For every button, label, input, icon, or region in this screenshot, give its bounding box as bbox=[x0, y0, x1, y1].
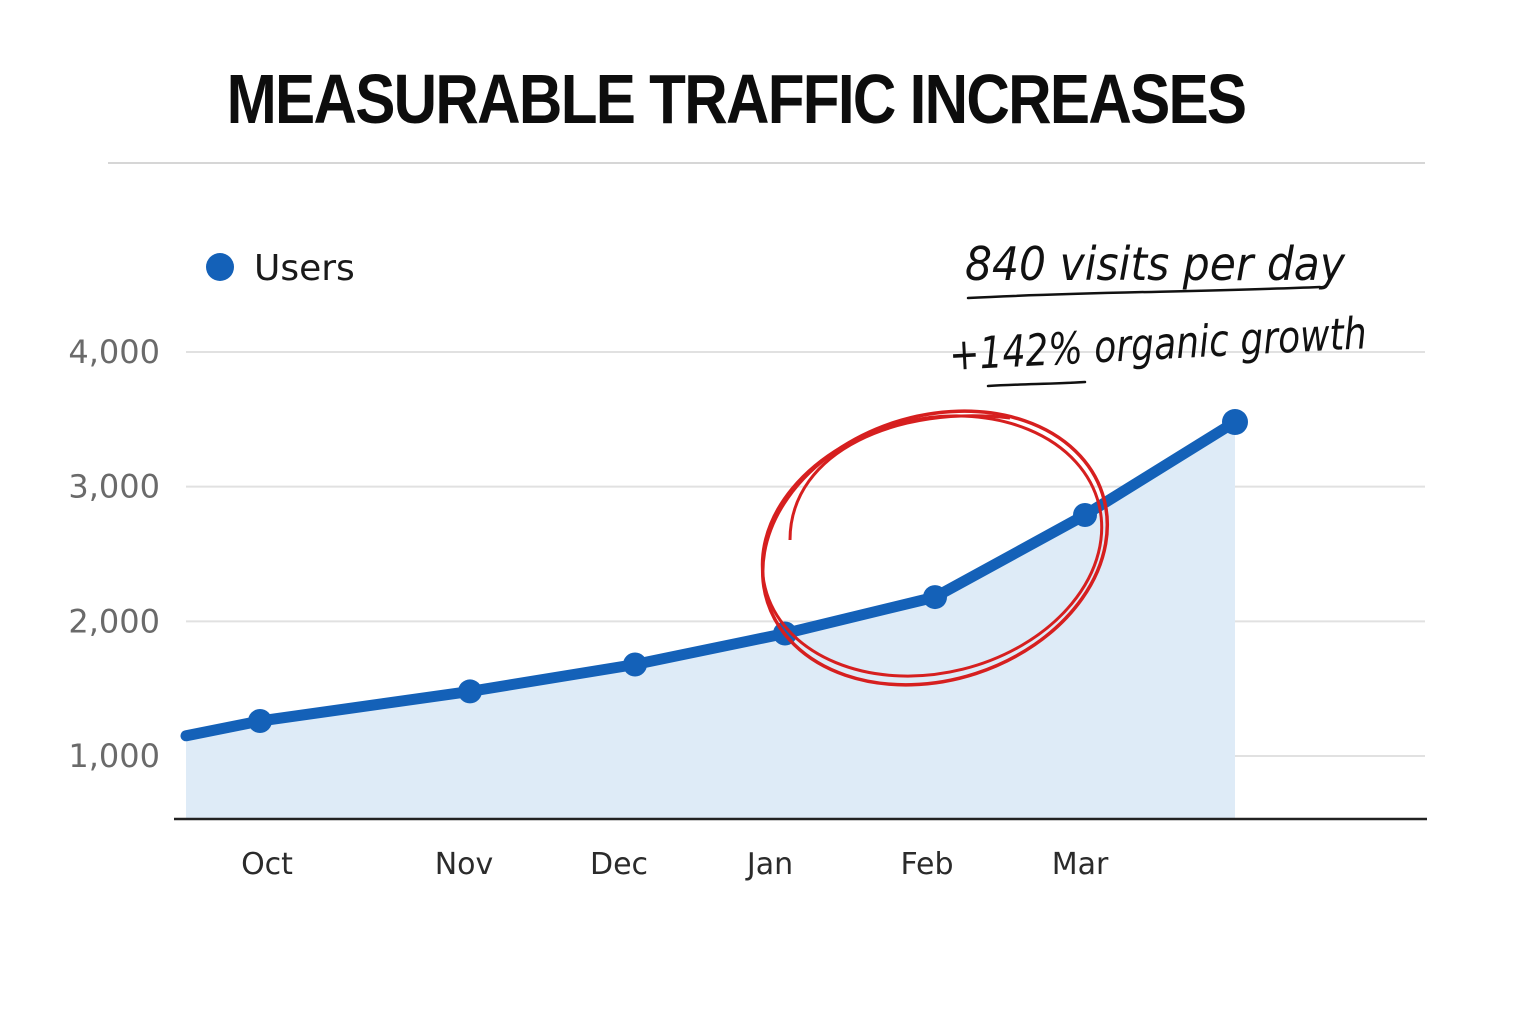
annotation-visits: 840 visits per day bbox=[965, 237, 1346, 300]
data-point bbox=[1222, 409, 1248, 435]
x-axis-ticks: Oct Nov Dec Jan Feb Mar bbox=[241, 847, 1109, 882]
y-tick-label: 2,000 bbox=[68, 602, 160, 640]
y-tick-label: 4,000 bbox=[68, 333, 160, 371]
y-axis-ticks: 1,000 2,000 3,000 4,000 bbox=[68, 333, 160, 775]
x-tick-label: Nov bbox=[435, 847, 494, 882]
chart-title: MEASURABLE TRAFFIC INCREASES bbox=[226, 60, 1247, 138]
x-tick-label: Mar bbox=[1052, 847, 1109, 882]
annotation-visits-text: 840 visits per day bbox=[965, 237, 1346, 291]
annotation-growth-text: +142% organic growth bbox=[948, 308, 1368, 381]
legend: Users bbox=[206, 248, 355, 289]
y-tick-label: 3,000 bbox=[68, 468, 160, 506]
annotation-growth-underline bbox=[986, 380, 1087, 388]
annotation-visits-underline bbox=[966, 285, 1322, 300]
users-area-fill bbox=[186, 422, 1235, 818]
data-point bbox=[248, 709, 272, 733]
highlight-stroke-2 bbox=[760, 414, 1104, 678]
legend-users-swatch bbox=[206, 253, 234, 281]
legend-users-label: Users bbox=[254, 248, 355, 289]
x-tick-label: Feb bbox=[900, 847, 953, 882]
users-series-line bbox=[180, 416, 1241, 742]
x-tick-label: Dec bbox=[590, 847, 648, 882]
highlight-circle bbox=[760, 409, 1110, 687]
data-point bbox=[458, 679, 482, 704]
highlight-stroke-tail bbox=[788, 414, 1011, 541]
data-point bbox=[623, 652, 647, 677]
x-tick-label: Oct bbox=[241, 847, 293, 882]
title-divider bbox=[108, 162, 1425, 164]
data-point bbox=[923, 585, 947, 610]
highlight-stroke-1 bbox=[760, 409, 1110, 687]
y-tick-label: 1,000 bbox=[68, 737, 160, 775]
x-tick-label: Jan bbox=[745, 847, 793, 882]
annotation-growth: +142% organic growth bbox=[948, 308, 1368, 388]
data-point bbox=[1073, 503, 1097, 527]
